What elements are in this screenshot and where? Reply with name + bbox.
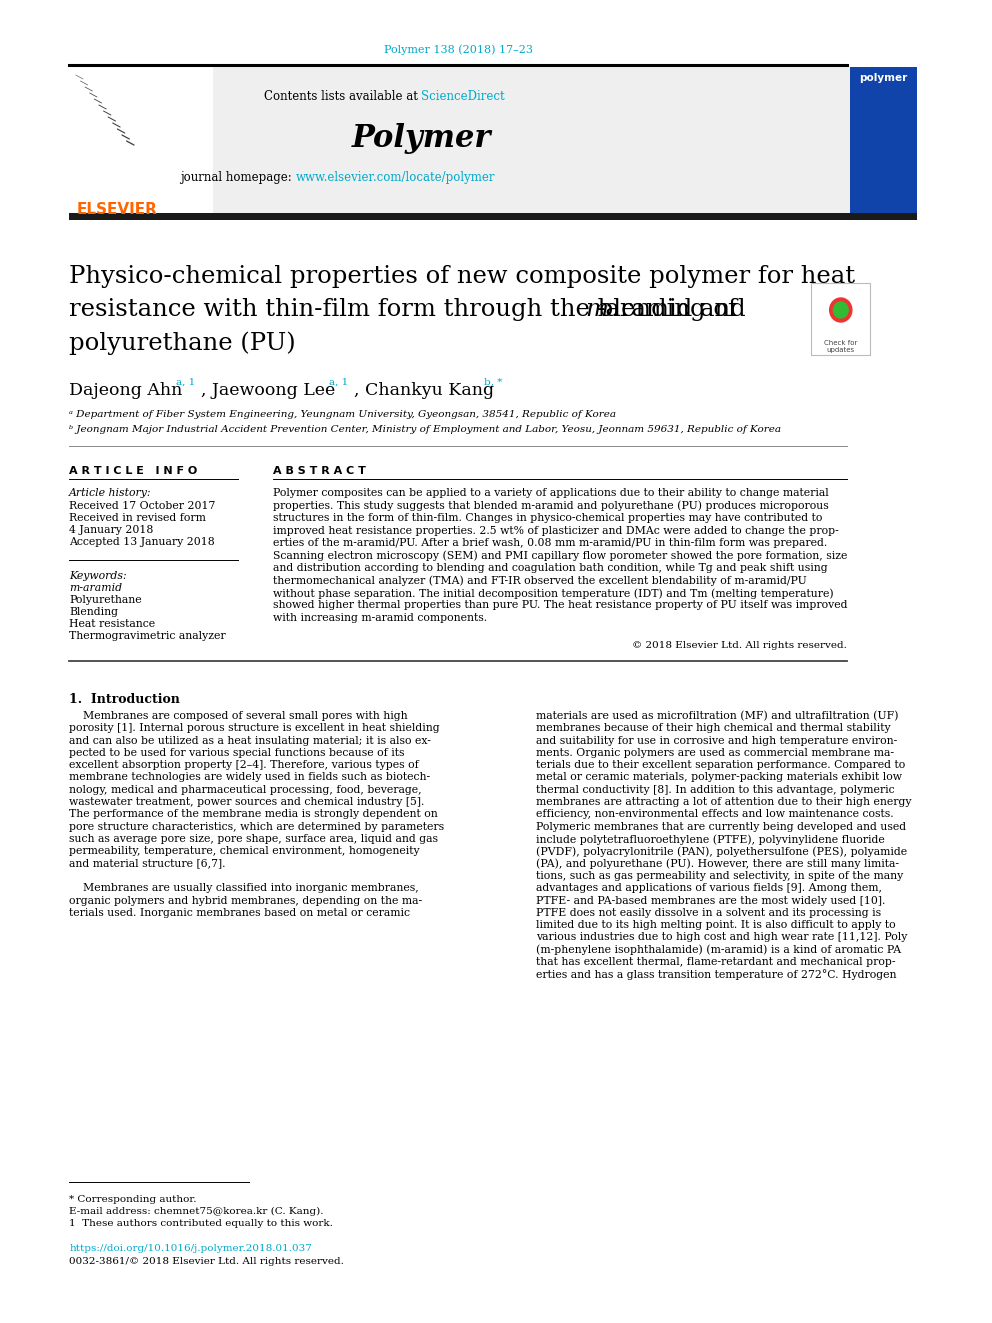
- Text: (PVDF), polyacrylonitrile (PAN), polyethersulfone (PES), polyamide: (PVDF), polyacrylonitrile (PAN), polyeth…: [536, 847, 907, 857]
- Text: erties of the m-aramid/PU. After a brief wash, 0.08 mm m-aramid/PU in thin-film : erties of the m-aramid/PU. After a brief…: [273, 538, 826, 548]
- Text: and distribution according to blending and coagulation bath condition, while Tg : and distribution according to blending a…: [273, 564, 827, 573]
- Text: , Jaewoong Lee: , Jaewoong Lee: [201, 382, 335, 400]
- Text: Polymer composites can be applied to a variety of applications due to their abil: Polymer composites can be applied to a v…: [273, 488, 828, 497]
- Text: a, 1: a, 1: [329, 378, 348, 388]
- Text: such as average pore size, pore shape, surface area, liquid and gas: such as average pore size, pore shape, s…: [69, 833, 438, 844]
- Text: https://doi.org/10.1016/j.polymer.2018.01.037: https://doi.org/10.1016/j.polymer.2018.0…: [69, 1244, 312, 1253]
- Text: structures in the form of thin-film. Changes in physico-chemical properties may : structures in the form of thin-film. Cha…: [273, 513, 822, 523]
- Text: Polyurethane: Polyurethane: [69, 595, 142, 605]
- Text: Polymeric membranes that are currently being developed and used: Polymeric membranes that are currently b…: [536, 822, 906, 832]
- Text: and can also be utilized as a heat insulating material; it is also ex-: and can also be utilized as a heat insul…: [69, 736, 432, 746]
- Text: include polytetrafluoroethylene (PTFE), polyvinylidene fluoride: include polytetrafluoroethylene (PTFE), …: [536, 833, 885, 844]
- Text: metal or ceramic materials, polymer-packing materials exhibit low: metal or ceramic materials, polymer-pack…: [536, 773, 902, 782]
- Bar: [850, 67, 917, 216]
- Text: that has excellent thermal, flame-retardant and mechanical prop-: that has excellent thermal, flame-retard…: [536, 957, 896, 967]
- Text: membranes because of their high chemical and thermal stability: membranes because of their high chemical…: [536, 724, 891, 733]
- Text: permeability, temperature, chemical environment, homogeneity: permeability, temperature, chemical envi…: [69, 847, 420, 856]
- Text: The performance of the membrane media is strongly dependent on: The performance of the membrane media is…: [69, 810, 438, 819]
- Text: efficiency, non-environmental effects and low maintenance costs.: efficiency, non-environmental effects an…: [536, 810, 894, 819]
- Text: E-mail address: chemnet75@korea.kr (C. Kang).: E-mail address: chemnet75@korea.kr (C. K…: [69, 1207, 323, 1216]
- Text: polyurethane (PU): polyurethane (PU): [69, 331, 296, 355]
- Text: pected to be used for various special functions because of its: pected to be used for various special fu…: [69, 747, 405, 758]
- Text: Check for
updates: Check for updates: [824, 340, 857, 353]
- Text: ments. Organic polymers are used as commercial membrane ma-: ments. Organic polymers are used as comm…: [536, 747, 894, 758]
- Text: materials are used as microfiltration (MF) and ultrafiltration (UF): materials are used as microfiltration (M…: [536, 710, 899, 721]
- Text: polymer: polymer: [859, 73, 908, 83]
- Text: PTFE does not easily dissolve in a solvent and its processing is: PTFE does not easily dissolve in a solve…: [536, 908, 881, 918]
- Text: 1  These authors contributed equally to this work.: 1 These authors contributed equally to t…: [69, 1218, 333, 1228]
- Text: nology, medical and pharmaceutical processing, food, beverage,: nology, medical and pharmaceutical proce…: [69, 785, 422, 795]
- Text: porosity [1]. Internal porous structure is excellent in heat shielding: porosity [1]. Internal porous structure …: [69, 724, 439, 733]
- Text: m-aramid: m-aramid: [69, 583, 122, 593]
- Text: Blending: Blending: [69, 607, 118, 617]
- Text: Accepted 13 January 2018: Accepted 13 January 2018: [69, 537, 215, 546]
- Text: showed higher thermal properties than pure PU. The heat resistance property of P: showed higher thermal properties than pu…: [273, 601, 847, 610]
- Text: erties and has a glass transition temperature of 272°C. Hydrogen: erties and has a glass transition temper…: [536, 970, 897, 980]
- Text: * Corresponding author.: * Corresponding author.: [69, 1195, 196, 1204]
- Text: organic polymers and hybrid membranes, depending on the ma-: organic polymers and hybrid membranes, d…: [69, 896, 423, 905]
- Text: tions, such as gas permeability and selectivity, in spite of the many: tions, such as gas permeability and sele…: [536, 871, 903, 881]
- Text: Physico-chemical properties of new composite polymer for heat: Physico-chemical properties of new compo…: [69, 265, 855, 288]
- Text: Thermogravimetric analyzer: Thermogravimetric analyzer: [69, 631, 226, 642]
- Text: , Chankyu Kang: , Chankyu Kang: [354, 382, 494, 400]
- Text: thermomechanical analyzer (TMA) and FT-IR observed the excellent blendability of: thermomechanical analyzer (TMA) and FT-I…: [273, 576, 806, 586]
- Text: www.elsevier.com/locate/polymer: www.elsevier.com/locate/polymer: [296, 171, 495, 184]
- Text: A R T I C L E   I N F O: A R T I C L E I N F O: [69, 466, 197, 476]
- Text: A B S T R A C T: A B S T R A C T: [273, 466, 365, 476]
- Text: journal homepage:: journal homepage:: [181, 171, 296, 184]
- Text: advantages and applications of various fields [9]. Among them,: advantages and applications of various f…: [536, 884, 882, 893]
- Text: Article history:: Article history:: [69, 488, 152, 497]
- Text: (PA), and polyurethane (PU). However, there are still many limita-: (PA), and polyurethane (PU). However, th…: [536, 859, 899, 869]
- Text: Polymer 138 (2018) 17–23: Polymer 138 (2018) 17–23: [384, 45, 533, 56]
- Bar: [69, 67, 212, 216]
- Text: Membranes are composed of several small pores with high: Membranes are composed of several small …: [69, 710, 408, 721]
- Text: improved heat resistance properties. 2.5 wt% of plasticizer and DMAc were added : improved heat resistance properties. 2.5…: [273, 525, 838, 536]
- Text: ᵃ Department of Fiber System Engineering, Yeungnam University, Gyeongsan, 38541,: ᵃ Department of Fiber System Engineering…: [69, 410, 616, 419]
- Text: ELSEVIER: ELSEVIER: [77, 202, 158, 217]
- Text: 0032-3861/© 2018 Elsevier Ltd. All rights reserved.: 0032-3861/© 2018 Elsevier Ltd. All right…: [69, 1257, 344, 1266]
- Bar: [69, 213, 917, 220]
- Text: 4 January 2018: 4 January 2018: [69, 525, 154, 534]
- Text: a, 1: a, 1: [177, 378, 195, 388]
- Text: (m-phenylene isophthalamide) (m-aramid) is a kind of aromatic PA: (m-phenylene isophthalamide) (m-aramid) …: [536, 945, 901, 955]
- Text: Received 17 October 2017: Received 17 October 2017: [69, 501, 215, 511]
- Text: terials used. Inorganic membranes based on metal or ceramic: terials used. Inorganic membranes based …: [69, 908, 411, 918]
- Text: terials due to their excellent separation performance. Compared to: terials due to their excellent separatio…: [536, 761, 905, 770]
- Text: b, *: b, *: [484, 378, 503, 388]
- Text: Dajeong Ahn: Dajeong Ahn: [69, 382, 183, 400]
- Text: m: m: [585, 298, 608, 321]
- Text: excellent absorption property [2–4]. Therefore, various types of: excellent absorption property [2–4]. The…: [69, 761, 419, 770]
- Text: Membranes are usually classified into inorganic membranes,: Membranes are usually classified into in…: [69, 884, 419, 893]
- Text: membrane technologies are widely used in fields such as biotech-: membrane technologies are widely used in…: [69, 773, 431, 782]
- Text: Keywords:: Keywords:: [69, 572, 127, 581]
- Text: PTFE- and PA-based membranes are the most widely used [10].: PTFE- and PA-based membranes are the mos…: [536, 896, 885, 905]
- Text: limited due to its high melting point. It is also difficult to apply to: limited due to its high melting point. I…: [536, 919, 896, 930]
- Text: various industries due to high cost and high wear rate [11,12]. Poly: various industries due to high cost and …: [536, 933, 908, 942]
- Text: without phase separation. The initial decomposition temperature (IDT) and Tm (me: without phase separation. The initial de…: [273, 587, 833, 598]
- Text: ᵇ Jeongnam Major Industrial Accident Prevention Center, Ministry of Employment a: ᵇ Jeongnam Major Industrial Accident Pre…: [69, 425, 782, 434]
- Text: -aramid and: -aramid and: [597, 298, 746, 321]
- Text: 1.  Introduction: 1. Introduction: [69, 693, 181, 706]
- Text: with increasing m-aramid components.: with increasing m-aramid components.: [273, 613, 487, 623]
- Text: wastewater treatment, power sources and chemical industry [5].: wastewater treatment, power sources and …: [69, 796, 425, 807]
- Text: thermal conductivity [8]. In addition to this advantage, polymeric: thermal conductivity [8]. In addition to…: [536, 785, 895, 795]
- Text: pore structure characteristics, which are determined by parameters: pore structure characteristics, which ar…: [69, 822, 444, 832]
- Text: membranes are attracting a lot of attention due to their high energy: membranes are attracting a lot of attent…: [536, 796, 912, 807]
- Circle shape: [833, 302, 848, 318]
- Text: Received in revised form: Received in revised form: [69, 513, 206, 523]
- Bar: [212, 67, 850, 216]
- Text: properties. This study suggests that blended m-aramid and polyurethane (PU) prod: properties. This study suggests that ble…: [273, 500, 828, 511]
- Text: Contents lists available at: Contents lists available at: [264, 90, 422, 103]
- Bar: [811, 283, 870, 355]
- Text: Polymer: Polymer: [351, 123, 491, 153]
- Text: Heat resistance: Heat resistance: [69, 619, 156, 628]
- Text: and suitability for use in corrosive and high temperature environ-: and suitability for use in corrosive and…: [536, 736, 897, 746]
- Text: resistance with thin-film form through the blending of: resistance with thin-film form through t…: [69, 298, 745, 321]
- Text: ScienceDirect: ScienceDirect: [422, 90, 505, 103]
- Circle shape: [829, 298, 852, 321]
- Text: Scanning electron microscopy (SEM) and PMI capillary flow porometer showed the p: Scanning electron microscopy (SEM) and P…: [273, 550, 847, 561]
- Text: and material structure [6,7].: and material structure [6,7].: [69, 859, 226, 869]
- Text: © 2018 Elsevier Ltd. All rights reserved.: © 2018 Elsevier Ltd. All rights reserved…: [632, 642, 847, 650]
